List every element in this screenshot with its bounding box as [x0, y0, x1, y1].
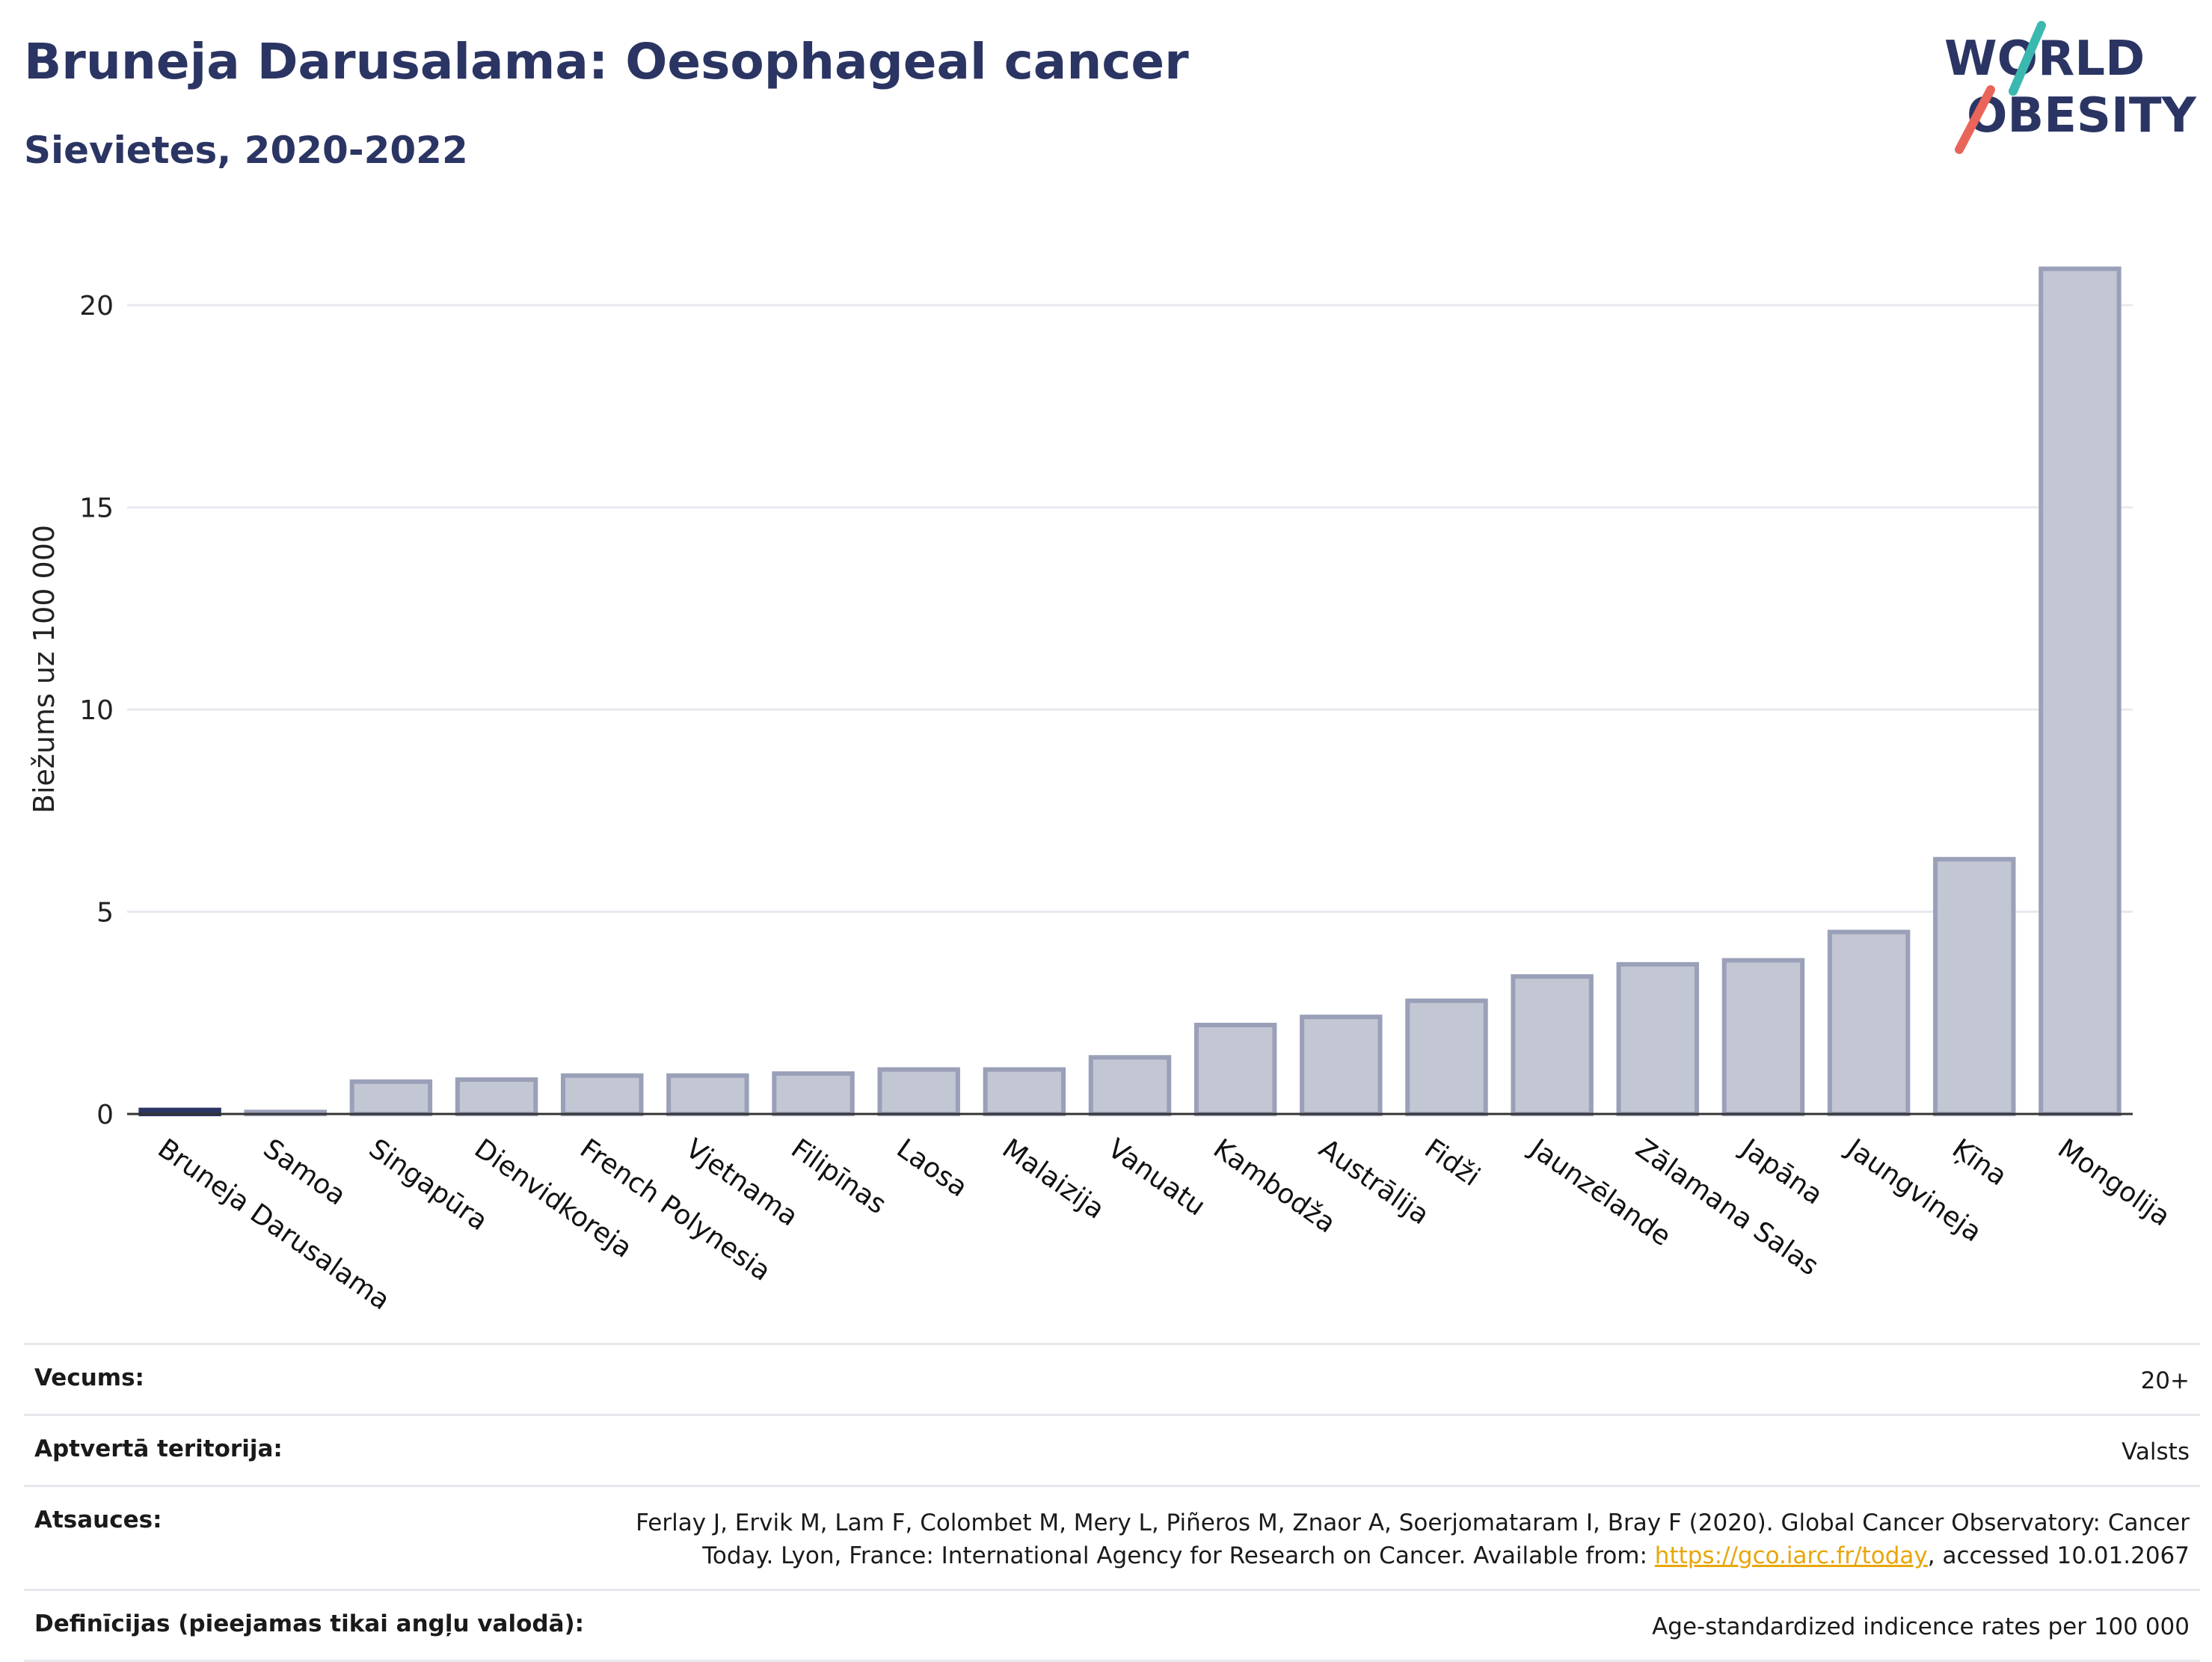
- bar-8: [983, 1067, 1066, 1116]
- meta-label-references: Atsauces:: [34, 1506, 162, 1533]
- y-axis-label: Biežums uz 100 000: [28, 525, 61, 813]
- x-tick-label-14: Zālamana Salas: [1630, 1133, 1824, 1282]
- meta-row-references: Atsauces: Ferlay J, Ervik M, Lam F, Colo…: [24, 1485, 2200, 1589]
- y-tick-label-10: 10: [79, 695, 114, 726]
- x-tick-label-12: Fidži: [1419, 1133, 1485, 1192]
- metadata-table: Vecums: 20+ Aptvertā teritorija: Valsts …: [24, 1343, 2200, 1662]
- x-tick-label-8: Malaizija: [997, 1133, 1110, 1225]
- bar-6: [772, 1071, 855, 1116]
- meta-label-definitions: Definīcijas (pieejamas tikai angļu valod…: [34, 1610, 585, 1637]
- meta-value-definitions: Age-standardized indicence rates per 100…: [1652, 1613, 2190, 1640]
- bar-11: [1300, 1015, 1383, 1116]
- meta-value-territory: Valsts: [2122, 1438, 2190, 1465]
- x-tick-label-4: French Polynesia: [574, 1133, 776, 1287]
- y-tick-label-15: 15: [79, 493, 114, 524]
- y-tick-label-0: 0: [96, 1100, 114, 1130]
- meta-row-age: Vecums: 20+: [24, 1343, 2200, 1414]
- logo-line1: WORLD: [1944, 31, 2145, 87]
- bar-9: [1088, 1055, 1172, 1116]
- reference-line2-after: , accessed 10.01.2067: [1927, 1542, 2190, 1569]
- meta-label-territory: Aptvertā teritorija:: [34, 1435, 283, 1462]
- world-obesity-logo: WORLD OBESITY: [1944, 21, 2196, 154]
- logo-accent-teal: [2009, 21, 2046, 96]
- bar-5: [666, 1073, 749, 1117]
- x-tick-label-2: Singapūra: [363, 1133, 494, 1237]
- meta-value-age: 20+: [2140, 1367, 2190, 1394]
- bar-16: [1827, 929, 1911, 1117]
- bar-4: [560, 1073, 644, 1117]
- bar-17: [1933, 857, 2016, 1117]
- reference-line1: Ferlay J, Ervik M, Lam F, Colombet M, Me…: [636, 1509, 2190, 1536]
- reference-line2-before: Today. Lyon, France: International Agenc…: [702, 1542, 1655, 1569]
- meta-value-references: Ferlay J, Ervik M, Lam F, Colombet M, Me…: [636, 1506, 2190, 1572]
- chart-subtitle: Sievietes, 2020-2022: [24, 129, 468, 172]
- reference-link[interactable]: https://gco.iarc.fr/today: [1654, 1542, 1928, 1569]
- bar-15: [1721, 958, 1805, 1117]
- bar-10: [1193, 1023, 1277, 1116]
- bar-2: [349, 1079, 433, 1117]
- bar-7: [877, 1067, 960, 1116]
- bar-3: [455, 1077, 538, 1116]
- x-tick-label-18: Mongolija: [2052, 1133, 2175, 1233]
- chart-title: Bruneja Darusalama: Oesophageal cancer: [24, 33, 1189, 90]
- x-tick-label-17: Ķīna: [1947, 1133, 2012, 1192]
- x-tick-label-1: Samoa: [258, 1133, 351, 1212]
- bar-14: [1616, 961, 1700, 1117]
- y-tick-label-5: 5: [96, 898, 114, 929]
- bar-18: [2039, 266, 2122, 1116]
- meta-row-territory: Aptvertā teritorija: Valsts: [24, 1414, 2200, 1485]
- x-tick-label-15: Japāna: [1734, 1133, 1828, 1211]
- meta-label-age: Vecums:: [34, 1364, 144, 1391]
- logo-accent-red: [1955, 85, 1995, 154]
- bar-13: [1511, 974, 1594, 1117]
- meta-row-definitions: Definīcijas (pieejamas tikai angļu valod…: [24, 1589, 2200, 1662]
- x-tick-label-9: Vanuatu: [1102, 1133, 1211, 1222]
- bar-12: [1405, 998, 1488, 1116]
- y-tick-label-20: 20: [79, 291, 114, 321]
- x-tick-label-7: Laosa: [891, 1133, 974, 1204]
- logo-line2: OBESITY: [1967, 88, 2196, 144]
